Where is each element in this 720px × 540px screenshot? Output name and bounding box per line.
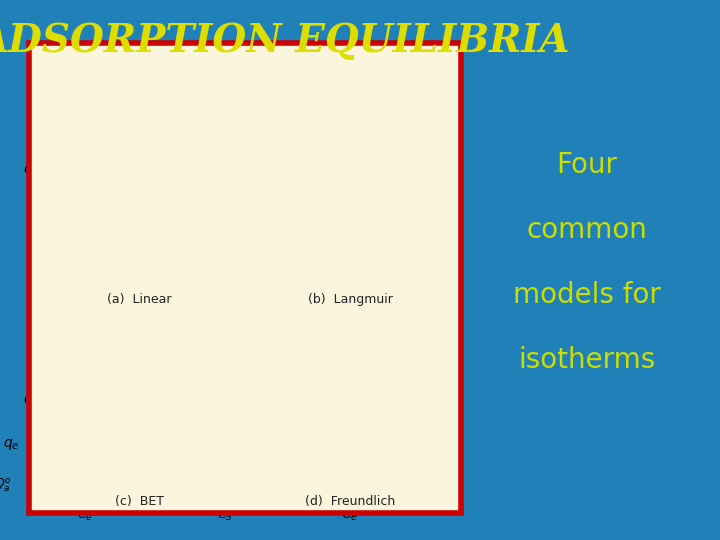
Text: n > 1: n > 1 bbox=[380, 429, 410, 440]
Y-axis label: $q_e$: $q_e$ bbox=[234, 163, 250, 178]
Text: isotherms: isotherms bbox=[518, 346, 655, 374]
Y-axis label: $q_e$: $q_e$ bbox=[23, 393, 40, 408]
Text: n = 1: n = 1 bbox=[334, 375, 364, 385]
Text: $C_e$: $C_e$ bbox=[77, 508, 92, 523]
Text: $Q^o_a$: $Q^o_a$ bbox=[204, 98, 222, 116]
Text: $C_S$: $C_S$ bbox=[217, 508, 233, 523]
Y-axis label: $q_e$: $q_e$ bbox=[234, 393, 250, 408]
X-axis label: $C_e$: $C_e$ bbox=[341, 275, 359, 292]
X-axis label: $C_e$: $C_e$ bbox=[131, 275, 148, 292]
Text: (b)  Langmuir: (b) Langmuir bbox=[307, 293, 392, 307]
Text: models for: models for bbox=[513, 281, 661, 309]
Text: (a)  Linear: (a) Linear bbox=[107, 293, 172, 307]
Text: common: common bbox=[526, 216, 647, 244]
X-axis label: $C_e$: $C_e$ bbox=[341, 507, 359, 523]
Text: ADSORPTION EQUILIBRIA: ADSORPTION EQUILIBRIA bbox=[0, 22, 570, 59]
Y-axis label: $q_e$: $q_e$ bbox=[23, 163, 40, 178]
Text: (d)  Freundlich: (d) Freundlich bbox=[305, 495, 395, 508]
Text: (c)  BET: (c) BET bbox=[115, 495, 164, 508]
Text: Four: Four bbox=[557, 151, 617, 179]
Text: n < 1: n < 1 bbox=[290, 327, 320, 337]
Text: $q_e$: $q_e$ bbox=[4, 437, 19, 452]
Text: $Q^o_a$: $Q^o_a$ bbox=[0, 476, 12, 494]
